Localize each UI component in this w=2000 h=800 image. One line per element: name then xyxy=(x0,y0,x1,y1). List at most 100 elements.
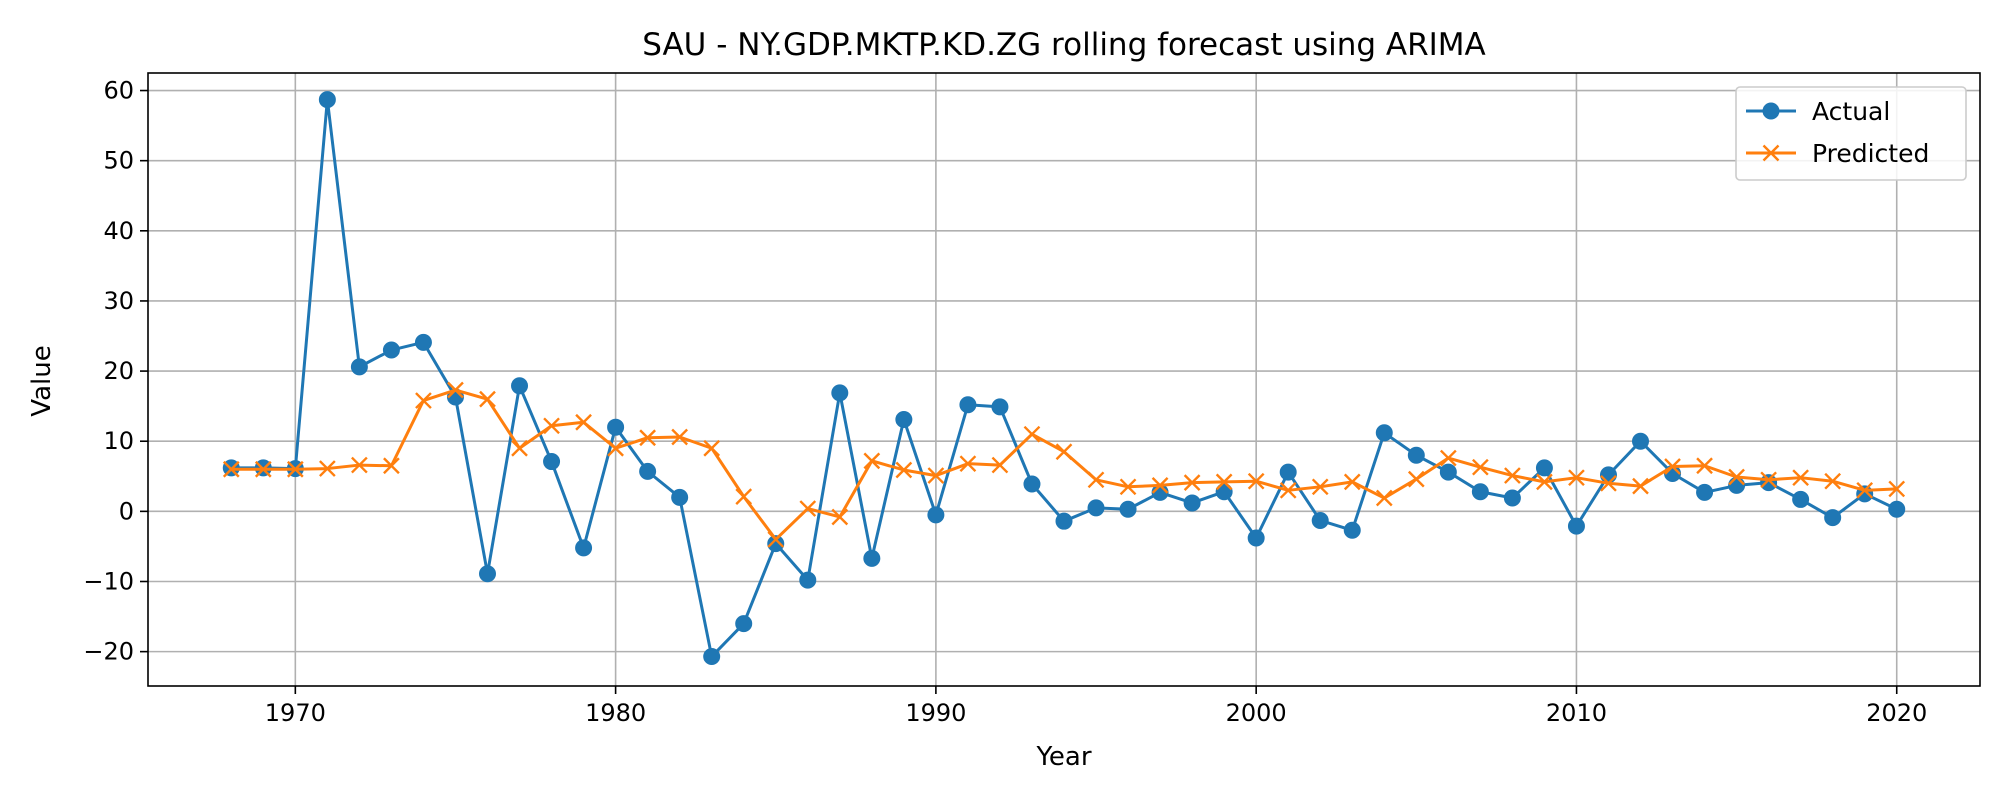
data-point-predicted xyxy=(254,460,272,478)
data-point-predicted xyxy=(639,429,656,447)
x-marker-stroke xyxy=(1600,474,1617,492)
x-marker-stroke xyxy=(1568,469,1585,487)
x-marker-stroke xyxy=(543,417,560,435)
data-point-actual xyxy=(1407,446,1425,464)
data-point-predicted xyxy=(1247,472,1265,490)
x-marker-stroke xyxy=(1792,469,1809,487)
y-tick-label: 0 xyxy=(119,497,134,525)
data-point-actual xyxy=(1728,476,1746,494)
data-point-predicted xyxy=(1023,425,1041,443)
data-point-actual xyxy=(1183,494,1201,512)
x-marker-stroke xyxy=(1664,458,1681,475)
data-point-predicted xyxy=(447,381,464,399)
x-tick-label: 1980 xyxy=(585,699,646,727)
data-point-predicted xyxy=(1888,480,1906,498)
x-marker-stroke xyxy=(703,439,721,457)
data-point-actual xyxy=(863,549,881,567)
data-point-actual xyxy=(382,341,400,359)
data-point-predicted xyxy=(511,439,528,457)
data-point-actual xyxy=(1247,529,1265,547)
data-point-actual xyxy=(703,648,721,666)
x-marker-stroke xyxy=(1279,481,1297,499)
x-marker-stroke xyxy=(1311,478,1329,496)
x-marker-stroke xyxy=(1472,458,1489,476)
y-tick-label: 20 xyxy=(103,357,134,385)
data-point-actual xyxy=(1599,466,1617,484)
x-marker-stroke xyxy=(735,488,753,505)
x-marker-stroke xyxy=(319,460,336,477)
data-point-actual xyxy=(767,535,785,553)
data-point-predicted xyxy=(1664,458,1681,475)
x-marker-stroke xyxy=(415,392,432,409)
data-point-predicted xyxy=(222,460,240,478)
data-point-actual xyxy=(1119,500,1137,518)
x-marker-stroke xyxy=(1856,481,1874,499)
data-point-predicted xyxy=(286,460,304,478)
data-point-actual xyxy=(735,615,753,633)
x-marker-stroke xyxy=(799,500,817,517)
x-marker-stroke xyxy=(991,456,1009,474)
data-point-predicted xyxy=(1632,477,1649,495)
chart-title: SAU - NY.GDP.MKTP.KD.ZG rolling forecast… xyxy=(642,27,1486,63)
x-marker-stroke xyxy=(1087,471,1105,489)
data-point-predicted xyxy=(1728,468,1745,486)
data-point-predicted xyxy=(1343,473,1361,491)
series-layer xyxy=(222,91,1906,666)
y-tick-label: 30 xyxy=(103,287,134,315)
x-marker-stroke xyxy=(1760,471,1777,489)
data-point-actual xyxy=(799,571,817,589)
x-marker-stroke xyxy=(639,429,656,447)
data-point-actual xyxy=(1439,463,1457,481)
x-marker-stroke xyxy=(254,460,272,478)
data-point-predicted xyxy=(703,439,721,457)
x-tick-label: 2020 xyxy=(1866,699,1927,727)
data-point-actual xyxy=(1055,512,1073,530)
data-point-predicted xyxy=(1311,478,1329,496)
data-point-predicted xyxy=(479,390,496,408)
x-tick-label: 1990 xyxy=(905,699,966,727)
data-point-actual xyxy=(318,91,336,109)
data-point-predicted xyxy=(1792,469,1809,487)
data-point-actual xyxy=(414,333,432,351)
data-point-actual xyxy=(1792,490,1810,508)
data-point-predicted xyxy=(1055,443,1073,461)
data-point-predicted xyxy=(1824,472,1842,490)
data-point-predicted xyxy=(1696,457,1713,475)
data-point-actual xyxy=(927,506,945,524)
x-marker-stroke xyxy=(1888,480,1906,498)
data-point-actual xyxy=(1279,463,1297,481)
data-point-actual xyxy=(607,418,625,436)
axis-ticks: 1970 1980 1990 2000 2010 2020 −20 −10 0 10 20 30 40 5… xyxy=(83,77,1927,727)
data-point-predicted xyxy=(1407,470,1425,488)
data-point-predicted xyxy=(767,531,785,548)
data-point-predicted xyxy=(607,439,624,457)
data-point-predicted xyxy=(991,456,1009,474)
x-marker-stroke xyxy=(1023,425,1041,443)
x-marker-stroke xyxy=(895,461,913,479)
data-point-predicted xyxy=(1375,489,1393,507)
y-tick-label: −10 xyxy=(83,567,134,595)
data-point-predicted xyxy=(1504,467,1521,484)
y-tick-label: 10 xyxy=(103,427,134,455)
y-tick-label: −20 xyxy=(83,638,134,666)
x-marker-stroke xyxy=(927,467,945,484)
data-point-actual xyxy=(1023,475,1041,493)
data-point-predicted xyxy=(1568,469,1585,487)
data-point-predicted xyxy=(351,456,368,474)
data-point-actual xyxy=(350,358,368,376)
data-point-predicted xyxy=(1119,478,1137,496)
data-point-predicted xyxy=(1215,473,1233,491)
data-point-predicted xyxy=(1760,471,1777,489)
data-point-actual xyxy=(671,488,689,506)
data-point-predicted xyxy=(927,467,945,484)
x-tick-label: 2010 xyxy=(1546,699,1607,727)
x-marker-stroke xyxy=(1215,473,1233,491)
x-marker-stroke xyxy=(863,452,881,470)
data-point-predicted xyxy=(1087,471,1105,489)
x-marker-stroke xyxy=(1119,478,1137,496)
data-point-predicted xyxy=(1183,474,1201,491)
data-point-predicted xyxy=(543,417,560,435)
x-marker-stroke xyxy=(1439,449,1457,467)
x-marker-stroke xyxy=(1762,144,1780,162)
data-point-predicted xyxy=(1439,449,1457,467)
